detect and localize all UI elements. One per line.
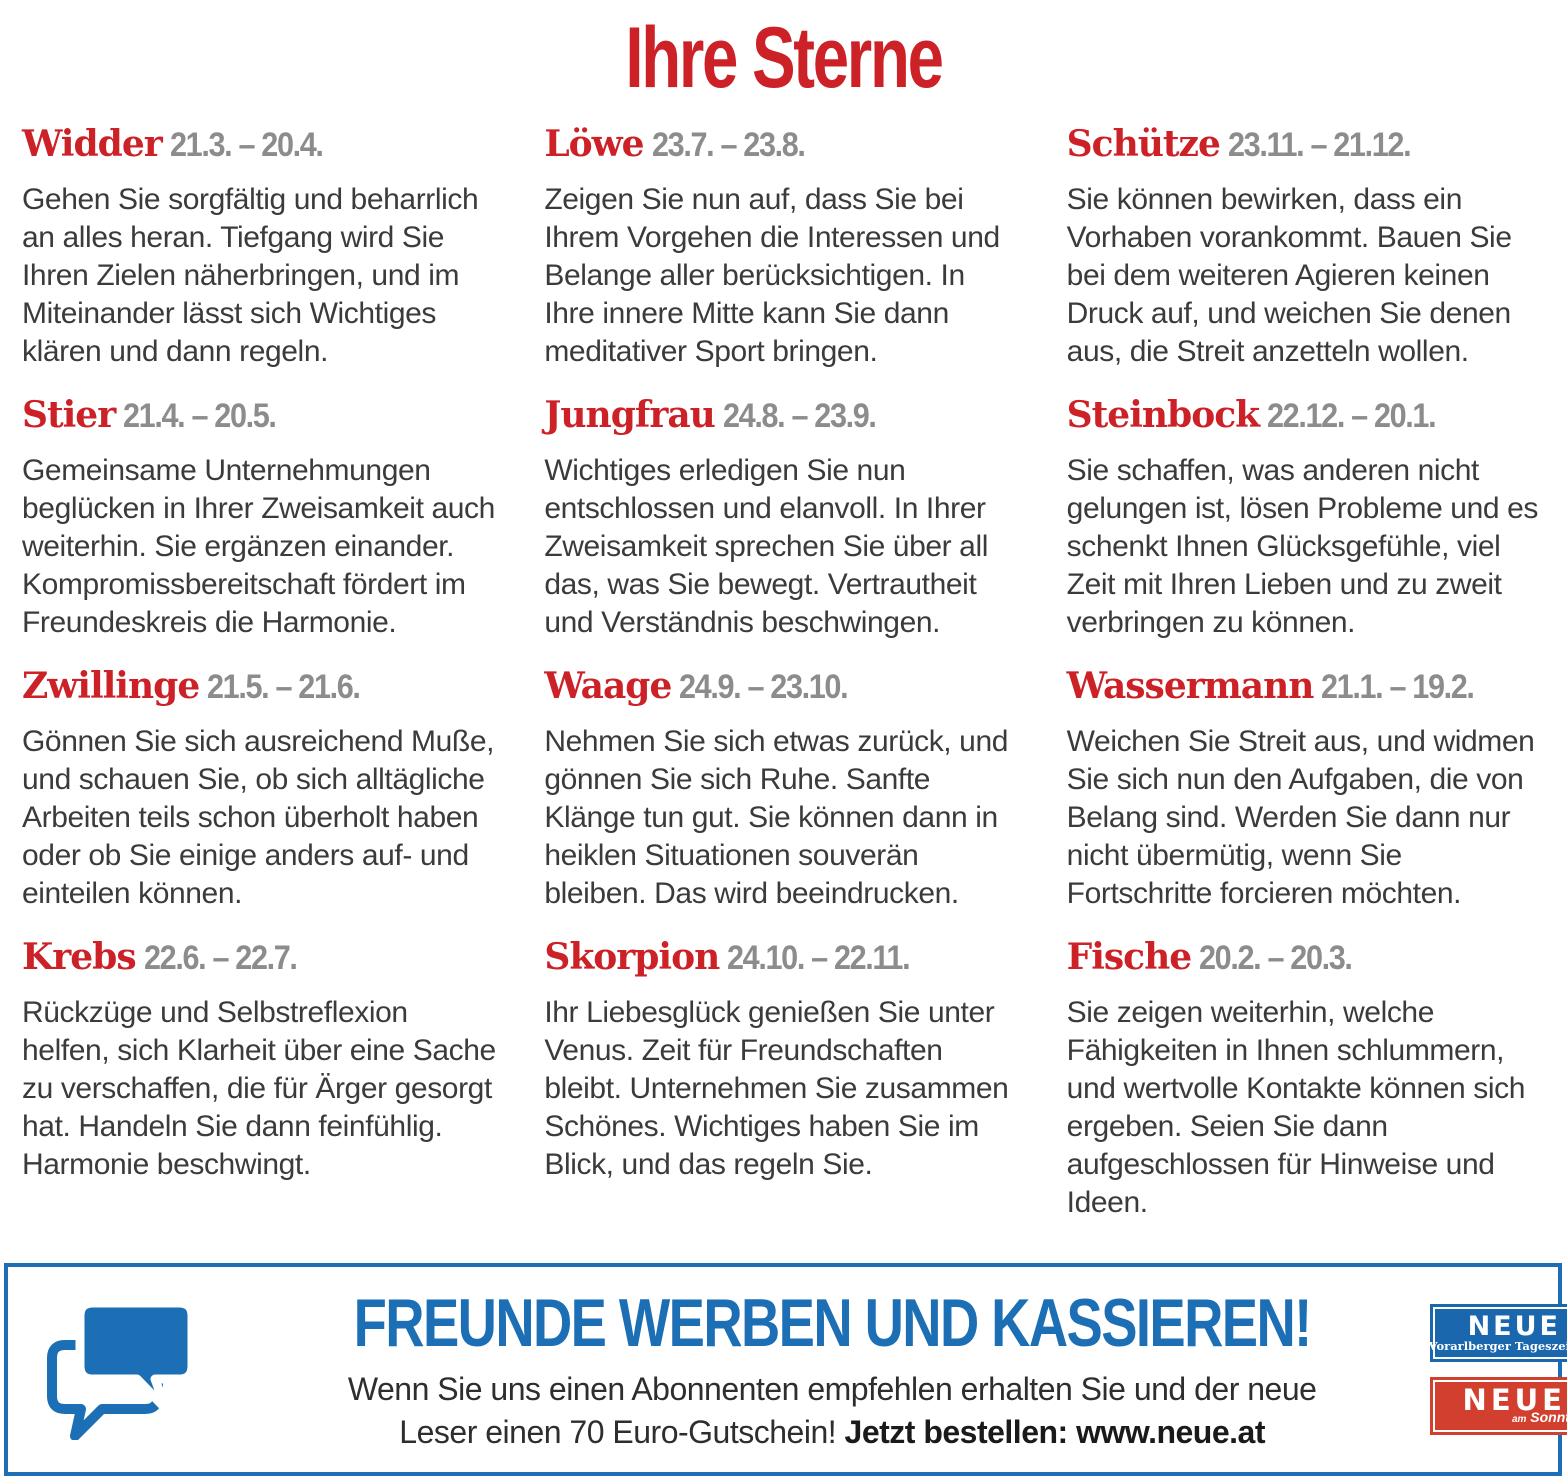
entry-header: Widder 21.3. – 20.4.: [22, 122, 500, 174]
sign-name: Wassermann: [1066, 665, 1315, 707]
neue-tageszeitung-logo-inner: NEUE Vorarlberger Tageszeitung: [1429, 1307, 1567, 1359]
sign-dates: 24.9. – 23.10.: [679, 668, 849, 706]
entry-header: Krebs 22.6. – 22.7.: [22, 935, 500, 987]
ad-headline: FREUNDE WERBEN UND KASSIEREN!: [353, 1284, 1313, 1361]
entry-header: Waage 24.9. – 23.10.: [544, 664, 1022, 716]
neue-tageszeitung-logo-word: NEUE: [1467, 1311, 1561, 1342]
sign-text: Sie können bewirken, dass ein Vorhaben v…: [1066, 183, 1512, 368]
entry-header: Schütze 23.11. – 21.12.: [1067, 122, 1545, 174]
horoscope-entry: Jungfrau 24.8. – 23.9. Wichtiges erledige…: [544, 393, 1022, 664]
sign-name: Waage: [544, 665, 672, 707]
neue-am-sonntag-logo-inner: NEUE am Sonntag: [1433, 1380, 1567, 1432]
sign-dates: 21.3. – 20.4.: [169, 126, 324, 164]
neue-am-sonntag-logo: NEUE am Sonntag: [1430, 1377, 1567, 1435]
entry-header: Stier 21.4. – 20.5.: [22, 393, 500, 445]
sign-name: Steinbock: [1066, 394, 1260, 436]
entry-header: Wassermann 21.1. – 19.2.: [1067, 664, 1545, 716]
sign-dates: 24.8. – 23.9.: [722, 397, 877, 435]
sign-dates: 24.10. – 22.11.: [727, 939, 911, 977]
entry-header: Zwillinge 21.5. – 21.6.: [22, 664, 500, 716]
sign-text: Sie schaffen, was anderen nicht gelungen…: [1066, 454, 1539, 639]
sign-name: Zwillinge: [22, 665, 200, 707]
neue-am-sonntag-logo-word: NEUE: [1462, 1382, 1566, 1417]
sign-dates: 22.6. – 22.7.: [143, 939, 298, 977]
horoscope-entry: Zwillinge 21.5. – 21.6. Gönnen Sie sich a…: [22, 664, 500, 935]
sign-dates: 23.11. – 21.12.: [1227, 126, 1412, 164]
sign-text: Zeigen Sie nun auf, dass Sie bei Ihrem V…: [544, 183, 1000, 368]
ad-banner: FREUNDE WERBEN UND KASSIEREN! Wenn Sie u…: [4, 1263, 1567, 1476]
order-url-text: Jetzt bestellen: www.neue.at: [844, 1413, 1266, 1450]
sign-text: Weichen Sie Streit aus, und widmen Sie s…: [1066, 725, 1535, 910]
sign-name: Widder: [22, 123, 163, 165]
sign-name: Skorpion: [544, 936, 720, 978]
sign-text: Nehmen Sie sich etwas zurück, und gönnen…: [544, 725, 1009, 910]
neue-am-sonntag-tagline-prefix: am: [1511, 1413, 1527, 1425]
entry-header: Löwe 23.7. – 23.8.: [544, 122, 1022, 174]
sign-dates: 21.5. – 21.6.: [207, 668, 361, 706]
sign-text: Sie zeigen weiterhin, welche Fähigkeiten…: [1066, 996, 1526, 1219]
neue-tageszeitung-logo: NEUE Vorarlberger Tageszeitung: [1429, 1304, 1567, 1362]
ad-logos: NEUE Vorarlberger Tageszeitung NEUE am S…: [1429, 1304, 1567, 1435]
horoscope-entry: Fische 20.2. – 20.3. Sie zeigen weiterhin…: [1067, 935, 1545, 1219]
speech-bubbles-icon: [45, 1295, 197, 1445]
neue-am-sonntag-logo-tagline: am Sonntag: [1512, 1410, 1567, 1427]
horoscope-entry: Widder 21.3. – 20.4. Gehen Sie sorgfältig…: [22, 122, 500, 393]
sign-dates: 23.7. – 23.8.: [651, 126, 806, 164]
sign-dates: 20.2. – 20.3.: [1199, 939, 1353, 977]
horoscope-entry: Krebs 22.6. – 22.7. Rückzüge und Selbstre…: [22, 935, 500, 1206]
sign-dates: 22.12. – 20.1.: [1267, 397, 1437, 435]
horoscope-entry: Waage 24.9. – 23.10. Nehmen Sie sich etwa…: [544, 664, 1022, 935]
sign-name: Fische: [1066, 936, 1192, 978]
sign-text: Gönnen Sie sich ausreichend Muße, und sc…: [22, 725, 495, 910]
sign-text: Wichtiges erledigen Sie nun entschlossen…: [544, 454, 988, 639]
ad-icon-wrap: [8, 1295, 234, 1445]
horoscope-grid: Widder 21.3. – 20.4. Gehen Sie sorgfältig…: [22, 122, 1545, 1219]
ad-body-line1: Wenn Sie uns einen Abonnenten empfehlen …: [347, 1370, 1317, 1407]
sign-name: Krebs: [22, 936, 137, 978]
entry-header: Skorpion 24.10. – 22.11.: [544, 935, 1022, 987]
ad-body-line2: Leser einen 70 Euro-Gutschein! Jetzt bes…: [234, 1411, 1430, 1454]
sign-text: Ihr Liebesglück genießen Sie unter Venus…: [544, 996, 1009, 1181]
sign-dates: 21.4. – 20.5.: [123, 397, 277, 435]
horoscope-entry: Skorpion 24.10. – 22.11. Ihr Liebesglück …: [544, 935, 1022, 1206]
neue-am-sonntag-tagline-word: Sonntag: [1530, 1408, 1567, 1425]
entry-header: Jungfrau 24.8. – 23.9.: [544, 393, 1022, 445]
entry-header: Steinbock 22.12. – 20.1.: [1067, 393, 1545, 445]
horoscope-entry: Löwe 23.7. – 23.8. Zeigen Sie nun auf, da…: [544, 122, 1022, 393]
horoscope-entry: Schütze 23.11. – 21.12. Sie können bewirk…: [1067, 122, 1545, 393]
sign-name: Löwe: [544, 123, 644, 165]
page-title: Ihre Sterne: [625, 10, 944, 106]
neue-tageszeitung-logo-tagline: Vorarlberger Tageszeitung: [1428, 1339, 1567, 1353]
ad-content: FREUNDE WERBEN UND KASSIEREN! Wenn Sie u…: [234, 1286, 1430, 1454]
sign-name: Stier: [22, 394, 116, 436]
sign-text: Rückzüge und Selbstreflexion helfen, sic…: [22, 996, 496, 1181]
horoscope-entry: Wassermann 21.1. – 19.2. Weichen Sie Stre…: [1067, 664, 1545, 935]
sign-name: Jungfrau: [544, 394, 716, 436]
ad-body-line2-regular: Leser einen 70 Euro-Gutschein!: [399, 1413, 837, 1450]
page: Ihre Sterne Widder 21.3. – 20.4. Gehen Si…: [0, 4, 1567, 1476]
entry-header: Fische 20.2. – 20.3.: [1067, 935, 1545, 987]
sign-text: Gehen Sie sorgfältig und beharrlich an a…: [22, 183, 479, 368]
sign-dates: 21.1. – 19.2.: [1321, 668, 1475, 706]
sign-name: Schütze: [1066, 123, 1221, 165]
sign-text: Gemeinsame Unternehmungen beglücken in I…: [22, 454, 495, 639]
horoscope-entry: Steinbock 22.12. – 20.1. Sie schaffen, wa…: [1067, 393, 1545, 664]
horoscope-entry: Stier 21.4. – 20.5. Gemeinsame Unternehmu…: [22, 393, 500, 664]
